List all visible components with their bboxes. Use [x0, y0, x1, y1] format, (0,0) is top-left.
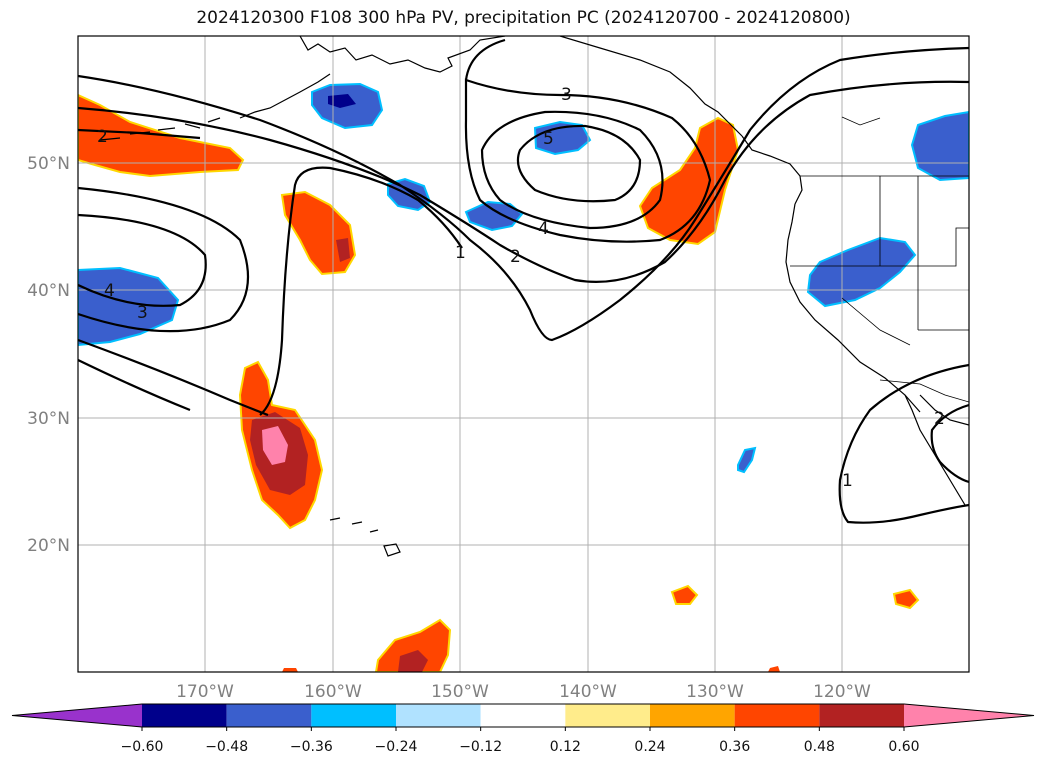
map-background — [78, 36, 969, 672]
pv-contour-2-south — [930, 403, 969, 484]
gridlines — [78, 36, 969, 672]
alaska-coast — [299, 36, 506, 73]
precip-core-midpacific — [336, 238, 350, 262]
colorbar-segment — [396, 704, 481, 727]
contour-label: 5 — [543, 129, 554, 149]
pv-contour-3-lower — [78, 338, 269, 417]
bc-coast — [741, 135, 803, 205]
map-title: 2024120300 F108 300 hPa PV, precipitatio… — [196, 8, 851, 28]
baja-california — [904, 394, 966, 506]
precip-area-south-2 — [892, 588, 920, 610]
lat-label-20n: 20°N — [27, 536, 70, 556]
pv-contour-1-south — [838, 363, 969, 524]
colorbar-segment — [311, 704, 396, 727]
colorbar-tick-label: 0.24 — [634, 739, 665, 755]
precip-core-south-3 — [398, 650, 428, 672]
precip-area-south-1 — [670, 584, 699, 605]
contour-label: 4 — [104, 281, 115, 301]
lon-label-140w: 140°W — [559, 682, 617, 702]
gulf-alaska-coast — [559, 36, 743, 137]
colorbar-segment — [226, 704, 312, 727]
pv-contour-1-main — [78, 46, 969, 342]
colorbar-extend-high — [904, 704, 1034, 727]
precip-max-subtropical — [262, 426, 288, 465]
precip-area-midpacific — [280, 190, 357, 276]
contour-label: 4 — [538, 219, 549, 239]
colorbar-tick-label: 0.48 — [804, 739, 835, 755]
lon-label-130w: 130°W — [686, 682, 744, 702]
state-boundary-1 — [841, 116, 881, 126]
contour-label: 1 — [455, 243, 466, 263]
map-content — [78, 36, 969, 672]
political-borders — [790, 116, 969, 403]
pv-contours — [78, 38, 969, 524]
latitude-labels: 50°N 40°N 30°N 20°N — [27, 154, 70, 556]
coastlines — [99, 36, 969, 557]
pv-contour-1-loop — [259, 166, 463, 416]
colorbar-segment — [650, 704, 735, 727]
lat-label-40n: 40°N — [27, 281, 70, 301]
lat-label-30n: 30°N — [27, 409, 70, 429]
lon-label-160w: 160°W — [304, 682, 362, 702]
state-boundary-4 — [790, 227, 969, 267]
contour-label: 2 — [97, 127, 108, 147]
precip-area-nevada — [806, 236, 917, 308]
pv-contour-5 — [516, 124, 642, 203]
colorbar-segment — [819, 704, 904, 727]
precip-area-south-3 — [374, 618, 452, 672]
colorbar-segment — [734, 704, 820, 727]
lon-label-150w: 150°W — [431, 682, 489, 702]
lat-label-50n: 50°N — [27, 154, 70, 174]
colorbar-segment — [480, 704, 566, 727]
colorbar-tick-label: −0.48 — [205, 739, 248, 755]
colorbar-tick-label: 0.12 — [550, 739, 581, 755]
lon-label-170w: 170°W — [176, 682, 234, 702]
alaska-peninsula — [239, 73, 331, 119]
pv-contour-3-upper — [464, 38, 712, 243]
longitude-labels: 170°W 160°W 150°W 140°W 130°W 120°W — [176, 682, 871, 702]
contour-label: 2 — [510, 247, 521, 267]
pv-contour-4-lower — [78, 359, 191, 412]
contour-labels: 2 4 3 1 2 3 4 5 2 1 — [97, 85, 945, 491]
mainland-mexico-coast — [919, 394, 969, 426]
precip-area-cent-2 — [464, 200, 524, 232]
colorbar-segment — [565, 704, 650, 727]
pv-contour-4-main — [78, 213, 207, 307]
precip-area-small — [737, 446, 757, 474]
precip-area-south-5 — [768, 666, 780, 672]
pv-contour-3-main — [78, 186, 250, 333]
precip-area-south-4 — [282, 668, 298, 672]
pv-contour-2-main — [78, 80, 969, 283]
colorbar-tick-label: 0.60 — [888, 739, 919, 755]
hawaii-islands — [329, 517, 401, 557]
colorbar: −0.60 −0.48 −0.36 −0.24 −0.12 0.12 0.24 0.36 0.4… — [11, 703, 1035, 755]
precip-positive-anomalies — [78, 93, 920, 672]
colorbar-tick-label: 0.36 — [719, 739, 750, 755]
state-boundary-2 — [879, 176, 969, 331]
colorbar-tick-label: −0.12 — [459, 739, 502, 755]
colorbar-extend-low — [12, 704, 142, 727]
state-boundary-3 — [841, 297, 911, 346]
contour-label: 1 — [842, 471, 853, 491]
contour-label: 3 — [137, 303, 148, 323]
precip-core-gulf — [328, 94, 356, 108]
pv-contour-2-left — [78, 128, 201, 140]
contour-label: 3 — [561, 85, 572, 105]
map-frame — [77, 35, 970, 673]
colorbar-tick-label: −0.60 — [121, 739, 164, 755]
contour-label: 2 — [934, 409, 945, 429]
us-mexico-border — [879, 379, 969, 403]
colorbar-segment — [142, 704, 227, 727]
colorbar-tick-label: −0.36 — [290, 739, 333, 755]
pv-contour-4-upper — [480, 110, 664, 230]
colorbar-tick-label: −0.24 — [375, 739, 418, 755]
lon-label-120w: 120°W — [813, 682, 871, 702]
